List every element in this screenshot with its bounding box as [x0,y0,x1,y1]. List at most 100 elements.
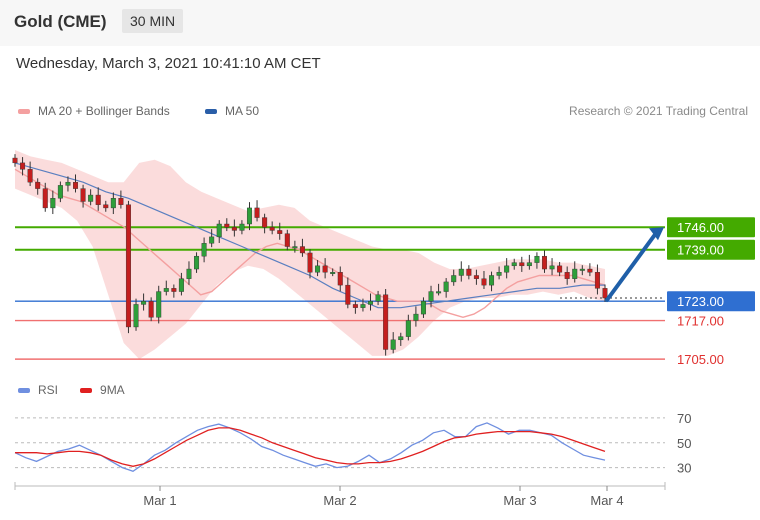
legend-rsi: RSI [18,383,58,397]
candle [80,184,86,208]
candle-body [466,268,472,276]
candle [466,265,472,280]
research-credit: Research © 2021 Trading Central [569,104,748,118]
candle-body [451,275,457,283]
candle-body [35,181,41,189]
candle [171,284,177,298]
candle-body [156,291,162,318]
candle [489,271,495,292]
candle [534,252,540,269]
level-tag-bg [667,291,755,312]
forecast-arrow-head [649,227,664,241]
level-label: 1723.00 [677,294,724,309]
candle [390,332,396,354]
candle-body [178,278,184,292]
candle [420,297,426,318]
candle [405,314,411,341]
candle-body [443,281,449,292]
candle [224,218,230,232]
candle-body [224,223,230,228]
ma9-swatch [80,387,93,393]
legend-ma50: MA 50 [205,104,259,118]
candle-body [337,272,343,286]
candle-body [27,169,33,183]
candle-body [194,255,200,270]
candle-body [246,207,252,225]
candle [269,221,275,235]
level-tag-bg [667,217,755,238]
candle-body [133,304,139,328]
timeframe-badge[interactable]: 30 MIN [122,9,184,33]
level-tag-1739.00: 1739.00 [667,239,755,260]
candle-body [398,336,404,341]
chart-header: Gold (CME) 30 MIN [0,0,760,46]
candle [201,237,207,263]
candle [398,332,404,346]
candle-body [541,255,547,270]
rsi-tick-label: 70 [677,411,691,426]
candle [352,300,358,314]
level-tag-bg [667,239,755,260]
rsi-line [14,422,606,473]
candle [337,266,343,292]
candle-body [201,243,207,257]
level-tag-1717.00: 1717.00 [677,314,724,329]
rsi-tick-label: 30 [677,461,691,476]
ma9-label: 9MA [100,383,125,397]
candle-body [579,268,585,271]
candle-body [20,162,26,170]
candle-body [368,301,374,305]
candle [549,258,555,276]
candle-body [549,265,555,270]
candle [315,260,321,277]
candle-body [352,304,358,308]
x-tick-label: Mar 3 [503,493,536,508]
candle [511,258,517,270]
candle-body [262,217,268,228]
candle [541,250,547,273]
candle [292,240,298,253]
candle-body [511,262,517,267]
candle-body [526,262,532,267]
candle [148,297,154,322]
candle [504,258,510,279]
candle-body [587,268,593,273]
candle [20,157,26,176]
candle-body [284,233,290,247]
candle [163,280,169,296]
candle [186,261,192,285]
candle-body [572,268,578,279]
level-label: 1746.00 [677,220,724,235]
candle-body [504,265,510,273]
candle-body [216,223,222,238]
candle-body [148,301,154,318]
candle [451,269,457,286]
candle [42,182,48,212]
forecast-arrow-shaft [605,231,658,302]
candle [526,254,532,270]
rsi-tick-label: 50 [677,436,691,451]
candle [57,181,63,203]
ma50-label: MA 50 [225,104,260,118]
candle [194,252,200,273]
candle [443,278,449,298]
candle-body [519,262,525,267]
legend-ma20: MA 20 + Bollinger Bands [18,104,170,118]
rsi-swatch [18,387,30,393]
candle-body [42,188,48,209]
candle-body [73,181,79,189]
candle-body [103,204,109,209]
rsi-legend: RSI 9MA [18,383,125,397]
candle [133,298,139,331]
candle [277,222,283,240]
candle [481,270,487,289]
x-tick-label: Mar 1 [143,493,176,508]
x-tick-label: Mar 2 [323,493,356,508]
candle [557,261,563,277]
level-label: 1739.00 [677,243,724,258]
candle-body [428,291,434,302]
candle-body [57,185,63,199]
candle-body [186,268,192,279]
candle [602,284,608,302]
